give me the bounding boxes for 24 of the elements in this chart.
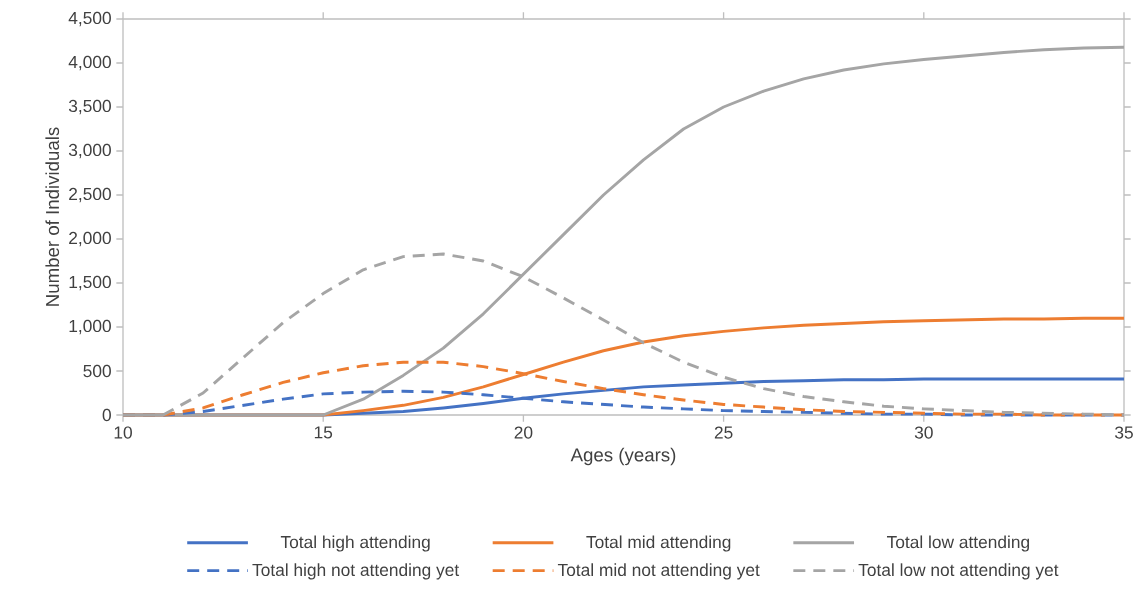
y-tick-label: 0: [102, 408, 111, 422]
x-tick-label: 10: [114, 426, 132, 439]
legend-label: Total mid attending: [586, 535, 731, 552]
x-tick-label: 35: [1115, 426, 1133, 439]
y-tick-label: 500: [83, 364, 111, 378]
y-tick-label: 4,500: [68, 11, 111, 27]
y-tick-label: 3,000: [68, 143, 111, 159]
legend-label: Total high not attending yet: [252, 563, 460, 580]
y-axis-title: Number of Individuals: [45, 127, 60, 306]
x-tick-label: 15: [314, 426, 333, 439]
x-tick-label: 25: [714, 426, 733, 439]
x-tick-label: 20: [514, 426, 533, 439]
legend-label: Total low attending: [886, 535, 1030, 552]
legend-label: Total mid not attending yet: [557, 563, 760, 580]
legend-label: Total high attending: [280, 535, 430, 552]
legend-label: Total low not attending yet: [858, 563, 1059, 580]
y-tick-label: 1,000: [69, 319, 111, 335]
y-tick-label: 2,000: [69, 231, 111, 247]
y-tick-label: 1,500: [69, 275, 111, 291]
y-tick-label: 2,500: [69, 187, 111, 203]
x-axis-title: Ages (years): [570, 447, 676, 466]
y-tick-label: 3,500: [68, 99, 111, 115]
y-tick-label: 4,000: [68, 55, 111, 71]
x-tick-label: 30: [914, 426, 933, 439]
